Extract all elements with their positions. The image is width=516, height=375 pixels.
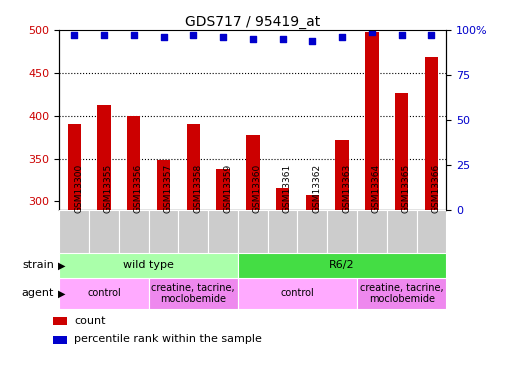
Text: creatine, tacrine,
moclobemide: creatine, tacrine, moclobemide <box>360 283 443 304</box>
Bar <box>305 195 319 210</box>
Text: ▶: ▶ <box>58 260 66 270</box>
Bar <box>98 105 111 210</box>
Bar <box>246 135 260 210</box>
Bar <box>127 116 140 210</box>
Bar <box>53 336 67 344</box>
Bar <box>208 210 238 253</box>
Bar <box>149 210 179 253</box>
Text: GSM13355: GSM13355 <box>104 164 113 213</box>
Bar <box>187 124 200 210</box>
Bar <box>89 210 119 253</box>
Text: ▶: ▶ <box>58 288 66 298</box>
Point <box>100 32 108 38</box>
Bar <box>387 210 416 253</box>
Bar <box>179 210 208 253</box>
Bar <box>59 210 89 253</box>
Bar <box>357 278 446 309</box>
Text: wild type: wild type <box>123 260 174 270</box>
Text: agent: agent <box>22 288 54 298</box>
Text: R6/2: R6/2 <box>329 260 355 270</box>
Bar <box>238 253 446 278</box>
Point <box>70 32 78 38</box>
Text: control: control <box>281 288 314 298</box>
Text: GSM13357: GSM13357 <box>164 164 172 213</box>
Text: GSM13300: GSM13300 <box>74 164 83 213</box>
Point <box>279 36 287 42</box>
Bar <box>276 188 289 210</box>
Text: GSM13364: GSM13364 <box>372 164 381 213</box>
Point <box>130 32 138 38</box>
Bar <box>59 253 238 278</box>
Bar <box>119 210 149 253</box>
Bar <box>149 278 238 309</box>
Text: GSM13366: GSM13366 <box>431 164 441 213</box>
Point <box>249 36 257 42</box>
Point <box>397 32 406 38</box>
Text: GSM13363: GSM13363 <box>342 164 351 213</box>
Text: GSM13359: GSM13359 <box>223 164 232 213</box>
Point <box>189 32 198 38</box>
Bar <box>365 32 379 210</box>
Bar <box>416 210 446 253</box>
Point <box>159 34 168 40</box>
Bar <box>238 278 357 309</box>
Bar <box>68 124 81 210</box>
Bar <box>216 169 230 210</box>
Text: count: count <box>74 316 106 326</box>
Bar <box>157 160 170 210</box>
Point <box>368 29 376 35</box>
Text: GSM13365: GSM13365 <box>401 164 411 213</box>
Point <box>338 34 346 40</box>
Bar <box>395 93 408 210</box>
Title: GDS717 / 95419_at: GDS717 / 95419_at <box>185 15 320 29</box>
Bar <box>425 57 438 210</box>
Text: control: control <box>87 288 121 298</box>
Text: GSM13361: GSM13361 <box>283 164 292 213</box>
Point <box>219 34 227 40</box>
Text: GSM13358: GSM13358 <box>194 164 202 213</box>
Point <box>427 32 436 38</box>
Bar <box>59 278 149 309</box>
Bar <box>298 210 327 253</box>
Bar <box>335 140 349 210</box>
Text: GSM13362: GSM13362 <box>312 164 321 213</box>
Text: creatine, tacrine,
moclobemide: creatine, tacrine, moclobemide <box>152 283 235 304</box>
Point <box>308 38 316 44</box>
Bar <box>238 210 268 253</box>
Text: strain: strain <box>22 260 54 270</box>
Bar <box>357 210 387 253</box>
Bar <box>327 210 357 253</box>
Text: GSM13360: GSM13360 <box>253 164 262 213</box>
Bar <box>268 210 298 253</box>
Text: percentile rank within the sample: percentile rank within the sample <box>74 334 262 344</box>
Text: GSM13356: GSM13356 <box>134 164 143 213</box>
Bar <box>53 317 67 325</box>
